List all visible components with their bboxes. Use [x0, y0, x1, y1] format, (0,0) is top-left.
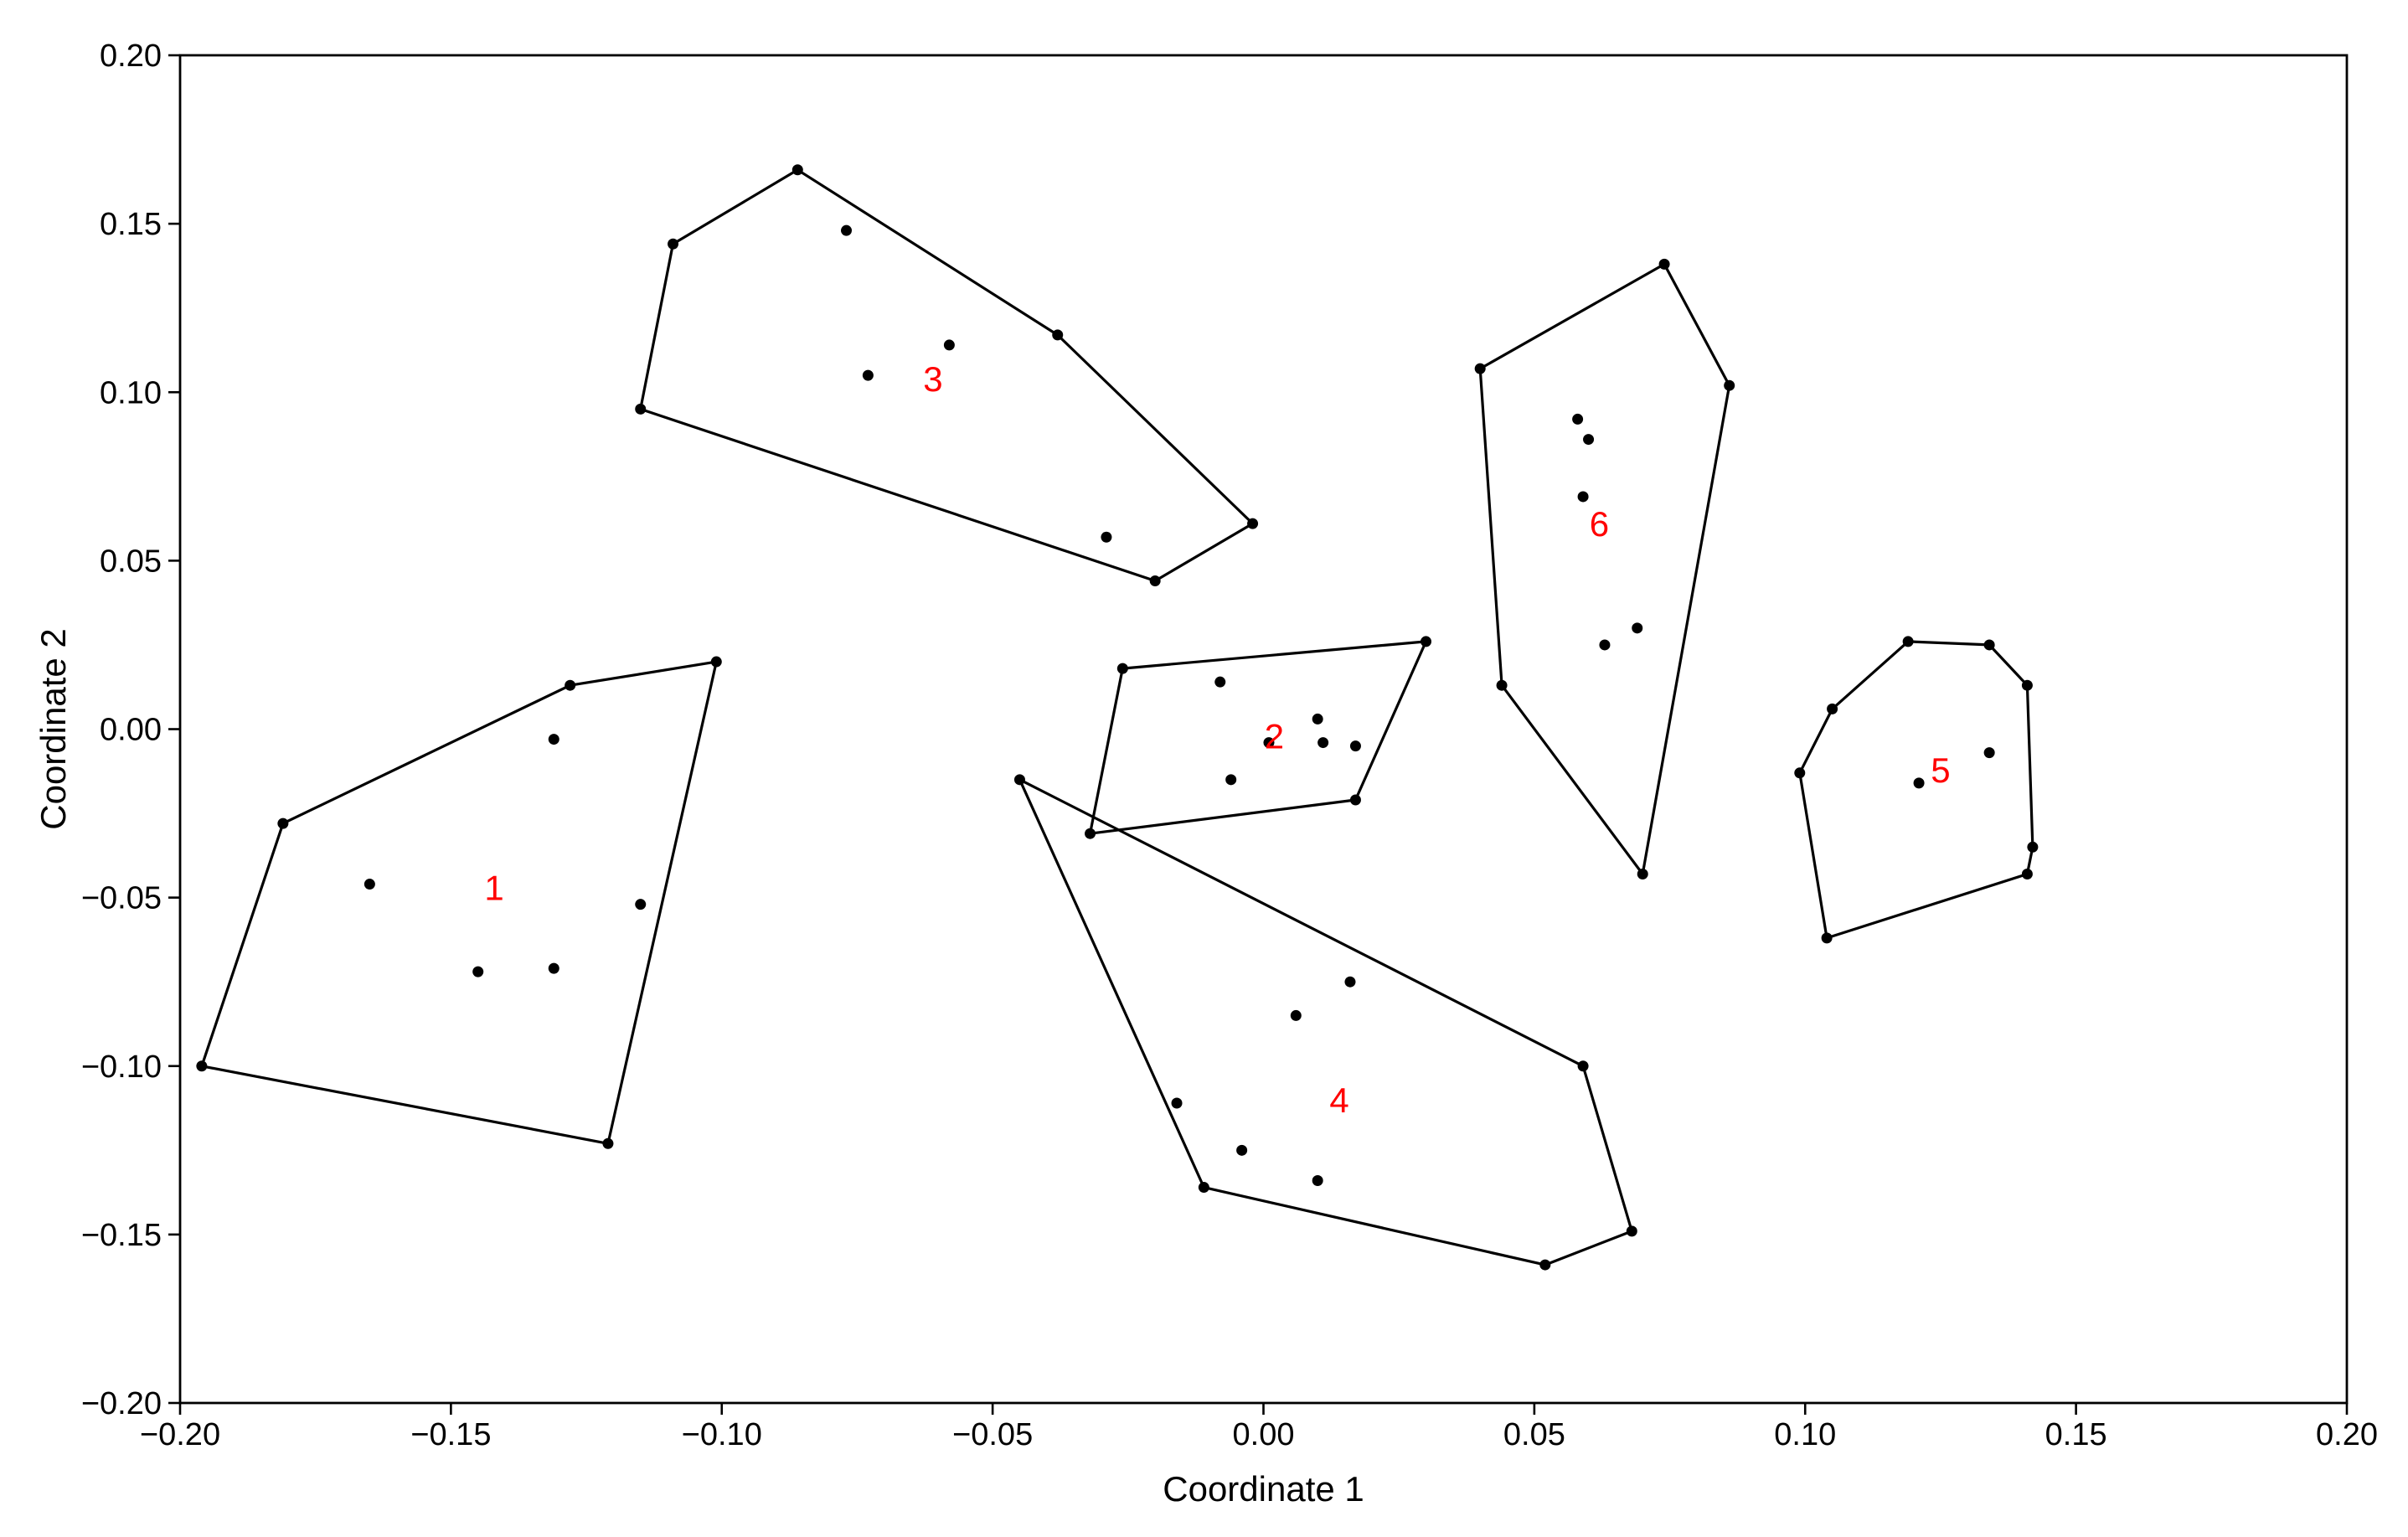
cluster-3-hull-point [1052, 329, 1064, 341]
cluster-1-hull-point [277, 817, 289, 829]
cluster-2-hull-point [1349, 794, 1361, 806]
cluster-4-point [1290, 1009, 1302, 1021]
cluster-4-hull-point [1198, 1182, 1209, 1194]
cluster-6-hull-point [1474, 363, 1486, 374]
y-tick-label: 0.05 [100, 544, 162, 579]
cluster-2-point [1263, 737, 1275, 749]
cluster-1-hull-point [602, 1137, 614, 1149]
cluster-4-point [1312, 1175, 1323, 1187]
cluster-4-hull-point [1626, 1225, 1637, 1237]
cluster-3-hull-point [635, 403, 647, 415]
cluster-4-hull-point [1577, 1060, 1589, 1072]
cluster-3-hull-point [791, 164, 803, 176]
x-tick-label: −0.15 [410, 1417, 491, 1452]
cluster-6-hull-point [1658, 258, 1670, 270]
cluster-label-2: 2 [1265, 717, 1284, 756]
y-axis-ticks: −0.20 −0.15 −0.10 −0.05 0.00 0.05 0.10 0.15 0.20 [81, 39, 180, 1421]
y-tick-label: 0.10 [100, 375, 162, 410]
y-tick-label: −0.20 [81, 1386, 162, 1421]
cluster-1-hull-point [565, 679, 576, 691]
cluster-4-hull-point [1539, 1259, 1551, 1271]
y-tick-label: −0.05 [81, 881, 162, 916]
cluster-label-5: 5 [1931, 750, 1950, 790]
cluster-5-hull-point [2021, 868, 2033, 879]
x-tick-label: 0.15 [2045, 1417, 2107, 1452]
cluster-3-hull-point [1149, 575, 1161, 587]
cluster-1-hull-point [710, 656, 722, 668]
cluster-2-hull-point [1116, 663, 1128, 674]
cluster-3-hull-point [668, 238, 679, 250]
cluster-1-point [548, 962, 559, 974]
cluster-3-point [862, 369, 874, 381]
cluster-2-point [1349, 740, 1361, 752]
x-tick-label: 0.05 [1503, 1417, 1565, 1452]
cluster-label-3: 3 [923, 359, 942, 399]
cluster-5-hull-point [1794, 767, 1806, 779]
cluster-2-point [1312, 713, 1323, 725]
cluster-6-point [1572, 413, 1584, 425]
cluster-2-point [1317, 737, 1329, 749]
cluster-3-point [841, 224, 853, 236]
cluster-5-hull-point [1983, 639, 1995, 651]
cluster-6-point [1632, 622, 1643, 634]
cluster-5-hull-point [2027, 841, 2039, 853]
cluster-6-point [1583, 434, 1595, 446]
cluster-5-hull-point [1821, 932, 1833, 944]
x-axis-ticks: −0.20 −0.15 −0.10 −0.05 0.00 0.05 0.10 0.15 0.20 [140, 1403, 2378, 1452]
x-tick-label: −0.05 [952, 1417, 1033, 1452]
cluster-1-hull-point [196, 1060, 208, 1072]
cluster-4-point [1344, 976, 1356, 988]
cluster-6-hull-point [1724, 379, 1735, 391]
y-axis-title: Coordinate 2 [34, 628, 73, 830]
cluster-4-hull-point [1013, 774, 1025, 786]
cluster-2-hull-point [1421, 636, 1432, 647]
cluster-5-hull-point [2021, 679, 2033, 691]
x-tick-label: 0.20 [2316, 1417, 2378, 1452]
cluster-1-point [548, 734, 559, 745]
y-tick-label: −0.10 [81, 1050, 162, 1085]
x-tick-label: 0.00 [1233, 1417, 1295, 1452]
cluster-3-point [943, 339, 955, 351]
cluster-4-hull [1018, 778, 1633, 1266]
y-tick-label: −0.15 [81, 1218, 162, 1253]
cluster-5-point [1913, 777, 1925, 789]
x-axis-title: Coordinate 1 [1163, 1469, 1364, 1509]
cluster-label-1: 1 [484, 869, 503, 908]
cluster-1-point [472, 966, 484, 977]
cluster-2-point [1225, 774, 1237, 786]
cluster-6-hull-point [1496, 679, 1508, 691]
cluster-6-hull-point [1637, 868, 1648, 879]
cluster-6-point [1599, 639, 1611, 651]
x-tick-label: −0.10 [682, 1417, 762, 1452]
y-tick-label: 0.20 [100, 39, 162, 74]
cluster-5-hull-point [1902, 636, 1914, 647]
cluster-5-point [1983, 747, 1995, 759]
cluster-label-layer: 1 2 3 4 5 6 [484, 359, 1950, 1120]
cluster-2-hull-point [1085, 828, 1096, 839]
cluster-2-point [1214, 676, 1226, 688]
cluster-3-hull-point [1247, 518, 1259, 529]
y-tick-label: 0.00 [100, 713, 162, 748]
cluster-5-hull-point [1827, 703, 1838, 714]
cluster-6-point [1577, 491, 1589, 503]
cluster-6-hull [1478, 262, 1731, 876]
cluster-label-6: 6 [1590, 504, 1609, 544]
cluster-3-point [1101, 531, 1112, 543]
cluster-1-point [635, 899, 647, 910]
cluster-1-hull [200, 660, 718, 1145]
cluster-4-point [1171, 1097, 1183, 1109]
point-layer [196, 164, 2039, 1271]
x-tick-label: 0.10 [1774, 1417, 1836, 1452]
cluster-label-4: 4 [1329, 1081, 1348, 1120]
x-tick-label: −0.20 [140, 1417, 220, 1452]
cluster-4-point [1236, 1144, 1248, 1156]
y-tick-label: 0.15 [100, 207, 162, 242]
cluster-1-point [364, 879, 375, 890]
